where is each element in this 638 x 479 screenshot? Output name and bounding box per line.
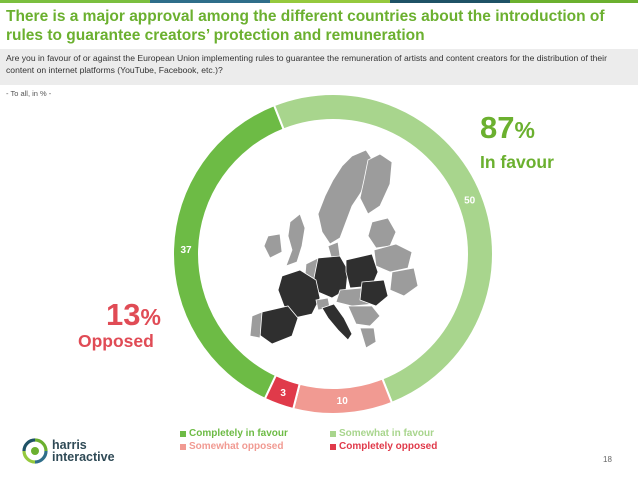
page-number: 18: [603, 455, 612, 464]
opposed-percent: 13%: [106, 299, 161, 330]
donut-value-label: 10: [337, 396, 349, 407]
legend-item-somewhat-opposed: Somewhat opposed: [180, 441, 330, 452]
legend-swatch: [180, 430, 186, 437]
legend-swatch: [180, 443, 186, 450]
favour-percent-symbol: %: [514, 117, 535, 143]
donut-value-label: 37: [181, 245, 193, 256]
legend-label: Somewhat opposed: [189, 441, 284, 452]
opposed-caption: Opposed: [78, 331, 154, 351]
chart-legend: Completely in favour Somewhat in favour …: [180, 428, 480, 452]
opposed-percent-value: 13: [106, 297, 141, 332]
favour-caption: In favour: [480, 152, 554, 172]
donut-value-label: 3: [280, 388, 286, 399]
legend-label: Somewhat in favour: [339, 428, 435, 439]
favour-percent-value: 87: [480, 110, 515, 145]
logo-text-line2: interactive: [52, 450, 115, 464]
logo-text: harris interactive: [52, 438, 115, 464]
legend-label: Completely opposed: [339, 441, 438, 452]
question-background: [0, 49, 638, 85]
harris-interactive-logo: harris interactive: [22, 438, 115, 464]
donut-segments: [172, 93, 494, 415]
legend-item-completely-opposed: Completely opposed: [330, 441, 480, 452]
legend-swatch: [330, 443, 336, 450]
donut-value-labels: 37 50 10 3: [181, 195, 476, 407]
page-title: There is a major approval among the diff…: [6, 8, 605, 44]
donut-segment-completely-opposed: [263, 373, 301, 411]
favour-percent: 87%: [480, 112, 535, 143]
top-color-stripe: [0, 0, 638, 3]
legend-label: Completely in favour: [189, 428, 288, 439]
legend-item-somewhat-in-favour: Somewhat in favour: [330, 428, 480, 439]
base-note: - To all, in % -: [6, 89, 52, 98]
europe-map-icon: [249, 149, 419, 349]
legend-swatch: [330, 430, 336, 437]
harris-interactive-logo-icon: [22, 438, 48, 464]
survey-question: Are you in favour of or against the Euro…: [6, 53, 607, 75]
legend-item-completely-in-favour: Completely in favour: [180, 428, 330, 439]
opposed-percent-symbol: %: [140, 304, 161, 330]
logo-text-line1: harris: [52, 438, 87, 452]
donut-value-label: 50: [464, 195, 476, 206]
